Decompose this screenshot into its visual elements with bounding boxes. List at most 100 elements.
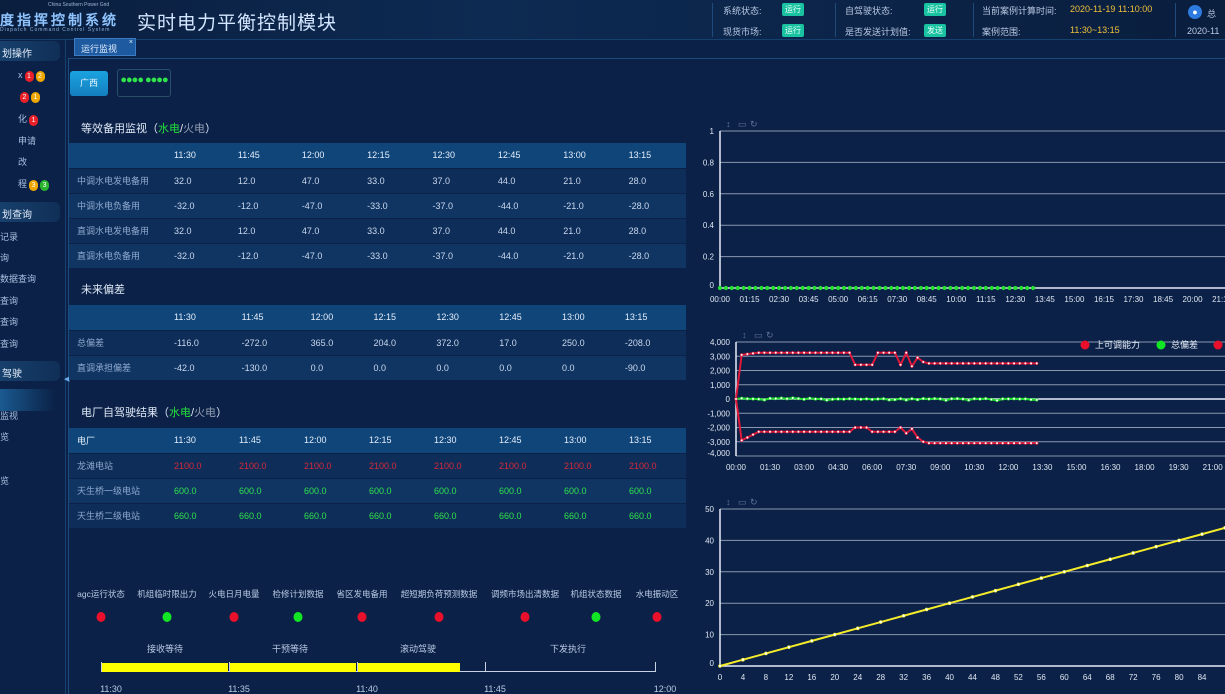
refresh-icon[interactable]: ↻ [750, 119, 758, 129]
column-header [69, 143, 166, 168]
thermal-label: 火电 [194, 407, 217, 419]
data-point [984, 396, 988, 401]
table-row: 龙滩电站 2100.0 2100.0 2100.0 2100.0 2100.0 2100.0… [69, 452, 686, 478]
data-point [870, 363, 874, 367]
region-button[interactable]: 广西 [70, 71, 108, 96]
refresh-icon[interactable]: ↻ [766, 330, 774, 340]
data-point [921, 396, 925, 401]
close-icon[interactable]: × [128, 39, 133, 46]
table-cell: -90.0 [616, 354, 686, 380]
table-cell: 0.0 [428, 354, 492, 380]
restore-icon[interactable]: ▭ [754, 330, 763, 340]
sidebar-section[interactable]: 划查询 [0, 202, 60, 222]
data-point [1023, 441, 1027, 445]
refresh-icon[interactable]: ↻ [750, 497, 758, 507]
column-header: 11:45 [229, 143, 294, 168]
table-cell: -12.0 [229, 192, 294, 218]
user-avatar-icon[interactable]: ● [1188, 5, 1202, 19]
column-header: 12:30 [426, 428, 491, 453]
y-tick-label: -3,000 [707, 438, 730, 447]
indicator-label: 省区发电备用 [336, 589, 388, 599]
legend-marker[interactable] [1080, 340, 1090, 350]
data-point [1131, 551, 1135, 555]
table-cell: 600.0 [361, 477, 426, 503]
sidebar-item[interactable]: 查询 [0, 315, 18, 328]
legend-label[interactable]: 上可调能力 [1095, 339, 1140, 350]
zoom-icon[interactable]: ↕ [742, 330, 747, 340]
data-point [881, 351, 886, 355]
y-tick-label: 2,000 [710, 367, 731, 376]
data-point [785, 430, 789, 434]
stage-label: 接收等待 [146, 644, 184, 654]
sidebar-item-active[interactable] [0, 389, 55, 411]
data-point [824, 285, 829, 291]
x-tick-label: 56 [1037, 673, 1046, 682]
table-cell: 47.0 [293, 217, 360, 243]
data-point [961, 361, 965, 365]
y-tick-label: -1,000 [707, 409, 730, 418]
data-point [1085, 563, 1090, 568]
data-point [989, 285, 994, 291]
y-tick-label: 20 [705, 599, 714, 608]
data-point [972, 361, 976, 365]
sidebar-section[interactable]: 划操作 [0, 41, 60, 61]
divider [712, 3, 713, 37]
column-header: 12:00 [302, 305, 366, 330]
sidebar-item-label: 数据查询 [0, 274, 37, 284]
progress-tick [357, 662, 358, 672]
sidebar-item[interactable]: 查询 [0, 294, 18, 307]
table-cell: 2100.0 [426, 452, 491, 478]
data-point [864, 425, 869, 430]
main-panel [68, 58, 1225, 694]
sidebar-item[interactable]: 查询 [0, 337, 18, 350]
sidebar-section[interactable]: 驾驶 [0, 361, 60, 381]
data-point [825, 398, 829, 402]
data-point [927, 397, 931, 401]
data-point [1006, 441, 1010, 445]
sidebar-item[interactable]: 览 [0, 430, 9, 443]
data-point [887, 351, 891, 355]
legend-label[interactable]: 总偏差 [1171, 339, 1198, 350]
data-point [757, 430, 761, 434]
data-point [1200, 532, 1204, 536]
data-point [870, 430, 874, 434]
data-point [944, 441, 948, 445]
data-point [771, 285, 776, 291]
table-row: 总偏差 -116.0 -272.0 365.0 204.0 372.0 17.0 250.0-… [69, 329, 686, 355]
table-cell: 600.0 [231, 477, 296, 503]
column-header: 11:45 [233, 305, 303, 330]
data-point [830, 351, 835, 355]
data-point [944, 398, 948, 402]
tab-run-monitor[interactable]: 运行监视 × [74, 38, 136, 56]
zoom-icon[interactable]: ↕ [726, 119, 731, 129]
data-point [950, 397, 954, 401]
legend-marker[interactable] [1156, 340, 1166, 350]
x-tick-label: 11:15 [976, 295, 996, 304]
user-name[interactable]: 总 [1207, 9, 1217, 19]
zoom-icon[interactable]: ↕ [726, 497, 731, 507]
progress-tick [485, 662, 486, 672]
column-header: 12:45 [491, 428, 556, 453]
table-cell: -32.0 [166, 192, 230, 218]
status-label: 自驾驶状态: [845, 6, 893, 16]
data-point [927, 361, 931, 365]
table-cell: 600.0 [491, 477, 556, 503]
sidebar-item[interactable]: 监视 [0, 409, 18, 422]
restore-icon[interactable]: ▭ [738, 119, 747, 129]
sidebar-item[interactable]: 询 [0, 251, 9, 264]
collapse-sidebar-icon[interactable]: ◀ [64, 376, 70, 383]
x-tick-label: 03:45 [799, 295, 820, 304]
legend-marker[interactable] [1213, 340, 1223, 350]
sidebar-item[interactable]: 数据查询 [0, 272, 36, 285]
sidebar-item[interactable]: 记录 [0, 230, 18, 243]
restore-icon[interactable]: ▭ [738, 497, 747, 507]
sidebar-item[interactable]: 改 [18, 155, 27, 168]
table-cell: -21.0 [555, 192, 621, 218]
column-header: 12:45 [491, 305, 555, 330]
sidebar-item[interactable]: 申请 [18, 134, 36, 147]
sidebar-item[interactable]: 览 [0, 474, 9, 487]
